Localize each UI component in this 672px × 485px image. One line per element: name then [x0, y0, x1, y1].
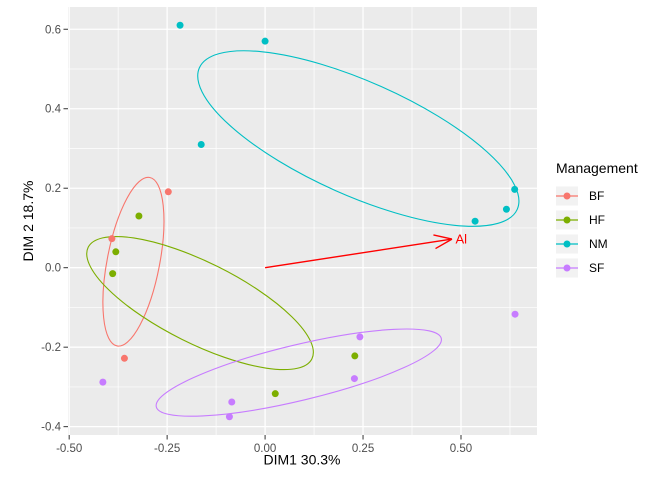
data-point-HF — [271, 390, 279, 398]
data-point-NM — [471, 217, 479, 225]
arrow-variable-label: Al — [455, 232, 467, 247]
data-point-SF — [356, 333, 364, 341]
x-tick-label: -0.50 — [56, 443, 82, 455]
legend-key-point-HF — [563, 216, 571, 224]
x-tick-label: 0.25 — [352, 443, 374, 455]
legend-key-point-BF — [563, 192, 571, 200]
arrow-shaft — [264, 238, 453, 269]
legend-label-SF: SF — [589, 261, 604, 275]
data-point-BF — [108, 235, 116, 243]
confidence-ellipse-HF — [86, 235, 314, 371]
confidence-ellipse-BF — [102, 176, 165, 347]
envfit-arrow: Al — [264, 232, 467, 269]
data-point-HF — [135, 212, 143, 220]
y-tick-label: 0.2 — [45, 183, 61, 195]
data-point-BF — [164, 188, 172, 196]
y-tick-label: -0.2 — [41, 342, 61, 354]
confidence-ellipse-NM — [197, 50, 520, 227]
data-point-NM — [511, 185, 519, 193]
legend-key-point-SF — [563, 264, 571, 272]
gridlines — [68, 7, 537, 435]
legend-key-point-NM — [563, 240, 571, 248]
x-tick-label: -0.25 — [154, 443, 180, 455]
axes: -0.50 -0.25 0.00 0.25 0.50 -0.4 -0.2 0.0 0.2 0.4 0… — [41, 24, 472, 455]
data-point-HF — [112, 248, 120, 256]
data-point-NM — [502, 205, 510, 213]
data-point-HF — [109, 270, 117, 278]
arrow-head-barb — [435, 238, 453, 250]
x-axis-title: DIM1 30.3% — [263, 452, 340, 468]
data-point-SF — [350, 375, 358, 383]
y-tick-label: 0.4 — [45, 104, 62, 116]
data-point-NM — [261, 37, 269, 45]
panel-background — [68, 7, 537, 435]
data-points — [99, 21, 519, 421]
legend-label-BF: BF — [589, 189, 604, 203]
legend-title: Management — [556, 160, 638, 176]
data-point-NM — [197, 141, 205, 149]
y-tick-label: 0.0 — [45, 263, 61, 275]
confidence-ellipse-SF — [155, 328, 442, 417]
x-tick-label: 0.00 — [254, 443, 276, 455]
group-ellipses — [86, 50, 520, 417]
arrow-head-barb — [433, 234, 453, 240]
legend-label-HF: HF — [589, 213, 605, 227]
legend: Management BF HF NM SF — [556, 160, 638, 278]
data-point-BF — [120, 354, 128, 362]
plot-panel — [68, 7, 537, 435]
data-point-NM — [176, 21, 184, 29]
data-point-SF — [511, 310, 519, 318]
data-point-SF — [225, 413, 233, 421]
y-tick-label: 0.6 — [45, 24, 61, 36]
y-tick-label: -0.4 — [41, 422, 61, 434]
data-point-SF — [99, 378, 107, 386]
x-tick-label: 0.50 — [450, 443, 472, 455]
legend-label-NM: NM — [589, 237, 608, 251]
y-axis-title: DIM 2 18.7% — [20, 181, 36, 262]
data-point-SF — [228, 398, 236, 406]
data-point-HF — [351, 352, 359, 360]
